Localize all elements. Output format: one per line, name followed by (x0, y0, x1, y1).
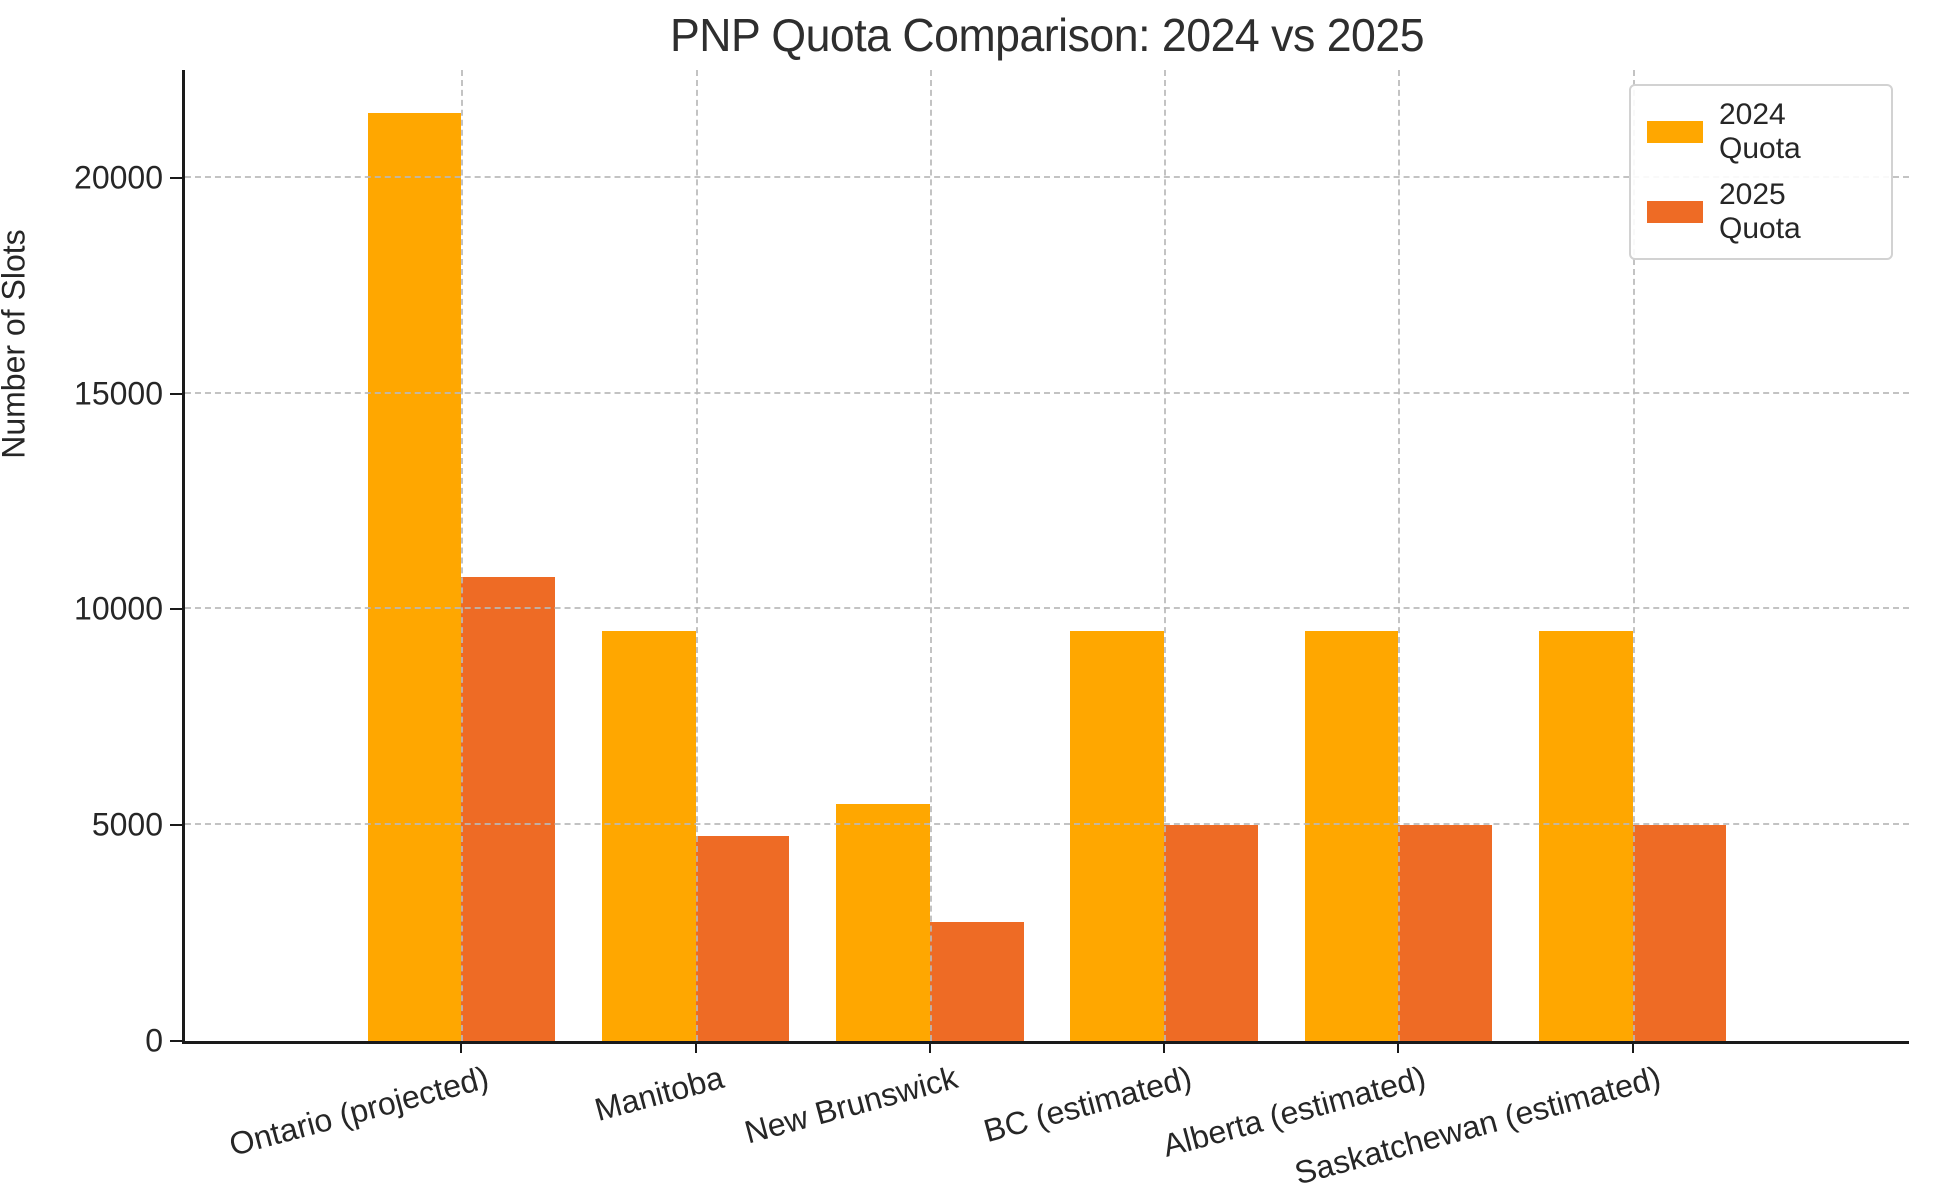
x-tick-mark (1163, 1041, 1166, 1053)
y-tick-mark (170, 824, 182, 827)
legend-label-2025: 2025 Quota (1719, 178, 1801, 245)
gridline-x (1164, 70, 1167, 1041)
x-tick-mark (694, 1041, 697, 1053)
legend-item-2024: 2024 Quota (1647, 98, 1875, 166)
y-tick-label: 0 (145, 1022, 163, 1059)
bar-2024-quota-3 (836, 803, 930, 1041)
legend-label-2024: 2024 Quota (1719, 98, 1801, 165)
plot-area: 2024 Quota 2025 Quota (182, 70, 1909, 1044)
x-tick-mark (1631, 1041, 1634, 1053)
legend-swatch-2025 (1647, 201, 1703, 223)
legend-swatch-2024 (1647, 121, 1703, 143)
x-tick-mark (460, 1041, 463, 1053)
y-axis-spine (182, 70, 185, 1041)
bar-2024-quota-4 (1070, 631, 1165, 1041)
y-tick-mark (170, 176, 182, 179)
bar-2024-quota-1 (367, 113, 462, 1041)
bar-2025-quota-6 (1632, 825, 1727, 1041)
y-tick-label: 10000 (74, 590, 163, 627)
gridline-x (461, 70, 464, 1041)
x-axis-spine (182, 1041, 1909, 1044)
gridline-y-5000 (185, 823, 1909, 826)
bar-2024-quota-2 (601, 631, 696, 1041)
gridline-y-20000 (185, 175, 1909, 178)
y-tick-mark (170, 1040, 182, 1042)
y-tick-label: 20000 (74, 159, 163, 196)
bar-2025-quota-2 (695, 836, 790, 1041)
bar-2025-quota-4 (1164, 825, 1258, 1041)
legend: 2024 Quota 2025 Quota (1629, 84, 1893, 260)
legend-item-2025: 2025 Quota (1647, 178, 1875, 246)
gridline-x (929, 70, 932, 1041)
bar-2025-quota-1 (461, 577, 556, 1041)
y-tick-mark (170, 608, 182, 611)
y-tick-mark (170, 392, 182, 395)
bar-2024-quota-6 (1538, 631, 1633, 1041)
y-tick-label: 5000 (91, 806, 163, 843)
chart-title: PNP Quota Comparison: 2024 vs 2025 (669, 9, 1425, 61)
bar-2025-quota-3 (929, 922, 1024, 1041)
x-tick-label-2: Manitoba (590, 1059, 727, 1128)
gridline-x (695, 70, 698, 1041)
y-axis-label: Number of Slots (0, 229, 32, 459)
bar-2024-quota-5 (1304, 631, 1399, 1041)
gridline-x (1632, 70, 1635, 1041)
x-tick-mark (1397, 1041, 1400, 1053)
x-tick-label-6: Saskatchewan (estimated) (1290, 1059, 1664, 1192)
y-tick-label: 15000 (74, 375, 163, 412)
gridline-y-15000 (185, 391, 1909, 394)
gridline-y-10000 (185, 607, 1909, 610)
x-tick-mark (928, 1041, 931, 1053)
bar-2025-quota-5 (1398, 825, 1493, 1041)
gridline-x (1398, 70, 1401, 1041)
